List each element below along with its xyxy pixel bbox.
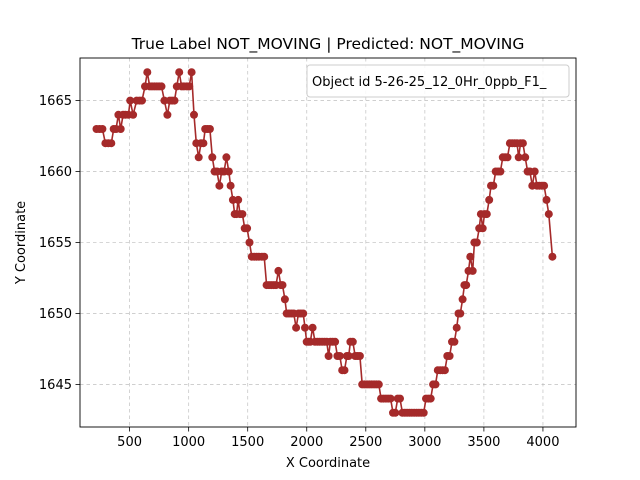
y-tick-label: 1655 (39, 236, 72, 251)
axis-ticks: 500 1000 1500 2000 2500 3000 3500 4000 1645 1650 1… (39, 94, 560, 450)
data-point (391, 408, 400, 417)
data-point (456, 309, 465, 318)
data-point (340, 366, 349, 375)
x-tick-label: 3000 (408, 435, 441, 450)
data-point (335, 352, 344, 360)
data-point (208, 153, 217, 162)
data-point (215, 181, 224, 190)
data-point (374, 380, 383, 389)
y-axis-label: Y Coordinate (14, 201, 29, 285)
x-tick-label: 2500 (349, 435, 382, 450)
data-point (540, 181, 549, 190)
data-point (126, 96, 135, 105)
data-point (466, 252, 475, 261)
data-point (440, 366, 449, 375)
data-point (274, 266, 283, 275)
data-point (518, 139, 527, 148)
legend-box (306, 64, 570, 98)
data-point (431, 380, 440, 389)
data-point (278, 281, 287, 290)
data-point (163, 110, 172, 119)
x-tick-label: 1000 (172, 435, 205, 450)
data-point (452, 323, 461, 332)
y-tick-label: 1665 (39, 94, 72, 109)
legend: Object id 5-26-25_12_0Hr_0ppb_F1_ (306, 64, 570, 98)
data-point (260, 252, 269, 261)
data-point (462, 281, 471, 290)
data-point (199, 139, 208, 148)
data-point (485, 195, 494, 204)
x-tick-label: 4000 (526, 435, 559, 450)
data-point (344, 352, 353, 360)
data-point (355, 352, 364, 360)
data-point (324, 352, 333, 360)
data-point (308, 323, 317, 332)
data-point (458, 295, 467, 304)
data-point (194, 153, 203, 162)
data-point (190, 110, 198, 119)
chart-title: True Label NOT_MOVING | Predicted: NOT_M… (131, 35, 525, 54)
data-point (472, 238, 481, 247)
data-point (503, 153, 512, 162)
x-tick-label: 1500 (231, 435, 264, 450)
data-point (238, 210, 247, 219)
data-point (445, 352, 454, 360)
data-point (98, 125, 107, 133)
data-point (426, 394, 435, 403)
data-point (185, 82, 194, 91)
legend-entry: Object id 5-26-25_12_0Hr_0ppb_F1_ (312, 75, 547, 90)
data-point (170, 96, 179, 105)
y-tick-label: 1660 (39, 165, 72, 180)
data-point (245, 238, 254, 247)
data-point (143, 68, 152, 77)
y-tick-label: 1650 (39, 307, 72, 322)
data-point (478, 224, 487, 233)
data-point (205, 125, 214, 133)
data-point (299, 309, 308, 318)
data-point (419, 408, 428, 417)
x-axis-label: X Coordinate (286, 456, 370, 471)
data-point (542, 195, 551, 204)
data-point (129, 110, 138, 119)
data-point (138, 96, 146, 105)
data-point (116, 125, 125, 133)
data-point (450, 337, 459, 346)
data-point (548, 252, 557, 261)
data-point (348, 337, 357, 346)
series-group (92, 68, 557, 417)
data-point (396, 394, 404, 403)
data-point (222, 153, 231, 162)
data-point (175, 68, 184, 77)
data-point (514, 153, 523, 162)
x-tick-label: 3500 (467, 435, 500, 450)
data-point (482, 210, 491, 219)
data-point (301, 323, 309, 332)
data-point (234, 195, 243, 204)
data-point (331, 337, 340, 346)
data-point (468, 266, 477, 275)
x-tick-label: 500 (117, 435, 142, 450)
data-point (386, 394, 395, 403)
data-point (280, 295, 289, 304)
data-point (107, 139, 116, 148)
data-point (292, 323, 301, 332)
data-point (243, 224, 252, 233)
x-tick-label: 2000 (290, 435, 323, 450)
data-point (187, 68, 196, 77)
data-point (530, 167, 539, 176)
data-point (521, 153, 530, 162)
data-point (489, 181, 498, 190)
data-point (544, 210, 553, 219)
data-point (226, 181, 235, 190)
data-point (224, 167, 233, 176)
data-point (496, 167, 505, 176)
data-point (157, 82, 166, 91)
y-tick-label: 1645 (39, 378, 72, 393)
